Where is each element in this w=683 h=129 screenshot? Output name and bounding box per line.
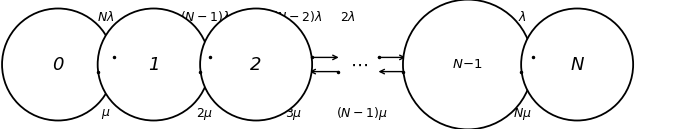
Ellipse shape xyxy=(98,9,210,120)
Text: $N\!-\!1$: $N\!-\!1$ xyxy=(452,58,484,71)
Text: $\cdots$: $\cdots$ xyxy=(350,55,367,74)
Ellipse shape xyxy=(200,9,312,120)
Text: N: N xyxy=(570,55,584,74)
Text: $N\mu$: $N\mu$ xyxy=(513,106,532,122)
Text: 1: 1 xyxy=(148,55,159,74)
Text: $N\lambda$: $N\lambda$ xyxy=(97,10,115,24)
Text: $\lambda$: $\lambda$ xyxy=(518,10,527,24)
Text: $2\mu$: $2\mu$ xyxy=(196,106,214,122)
Ellipse shape xyxy=(521,9,633,120)
Text: $3\mu$: $3\mu$ xyxy=(285,106,303,122)
Text: $(N-2)\lambda$: $(N-2)\lambda$ xyxy=(272,9,322,24)
Text: 0: 0 xyxy=(53,55,64,74)
Ellipse shape xyxy=(2,9,114,120)
Text: $\mu$: $\mu$ xyxy=(101,107,111,120)
Ellipse shape xyxy=(403,0,533,129)
Text: 2: 2 xyxy=(251,55,262,74)
Text: $(N-1)\mu$: $(N-1)\mu$ xyxy=(336,105,388,122)
Text: $2\lambda$: $2\lambda$ xyxy=(340,10,357,24)
Text: $(N-1)\lambda$: $(N-1)\lambda$ xyxy=(180,9,230,24)
